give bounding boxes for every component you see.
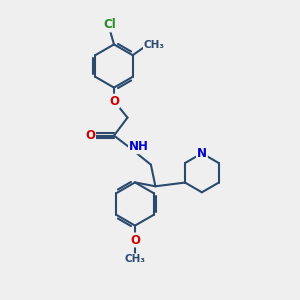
Text: O: O	[109, 94, 119, 108]
Text: O: O	[85, 129, 95, 142]
Text: N: N	[197, 147, 207, 160]
Text: CH₃: CH₃	[124, 254, 146, 264]
Text: NH: NH	[129, 140, 149, 153]
Text: O: O	[130, 233, 140, 247]
Text: CH₃: CH₃	[144, 40, 165, 50]
Text: Cl: Cl	[103, 18, 116, 32]
